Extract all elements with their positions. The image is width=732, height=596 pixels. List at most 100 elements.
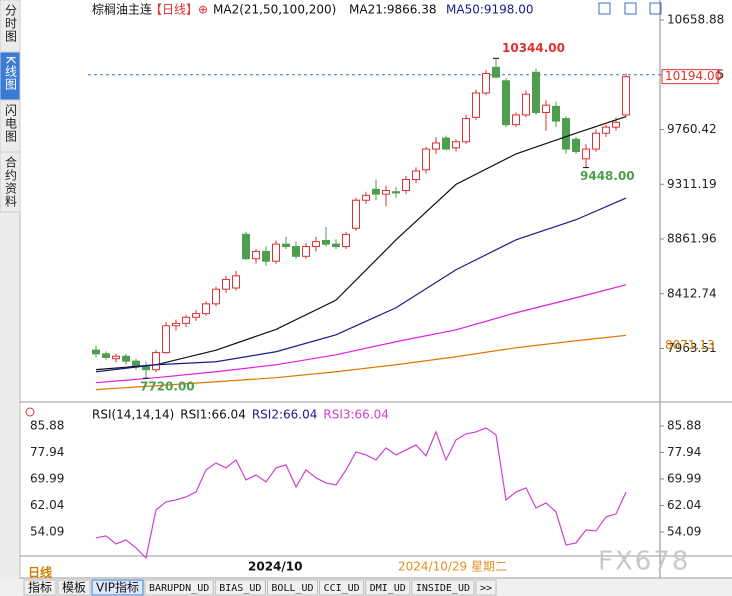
candle-body: [252, 250, 260, 260]
candle-body: [482, 72, 490, 94]
candle-body: [342, 233, 350, 248]
toolbar-tab-label: >>: [480, 583, 492, 594]
sidebar-tab-label: 合约资料: [4, 155, 18, 208]
candle-body: [312, 241, 320, 248]
candle-body: [612, 121, 620, 128]
candle-body: [382, 189, 390, 195]
candle-body: [622, 76, 630, 116]
sidebar-tab-label: K线图: [4, 56, 18, 91]
toolbar-tab-bg: [319, 579, 365, 596]
header-icon: ⊕: [198, 3, 208, 17]
ma-line: [95, 284, 627, 384]
candle-body: [452, 141, 460, 149]
last-price-box: [661, 69, 719, 85]
icon[interactable]: [649, 2, 662, 15]
rsi-header: RSI3:66.04: [323, 408, 389, 422]
candle-body: [232, 275, 240, 289]
y-tick-label: 69.99: [667, 471, 701, 485]
y-tick-label: 9311.19: [667, 177, 717, 191]
toolbar-tab-bg: [475, 579, 497, 596]
high-label: 10344.00: [502, 41, 565, 55]
rsi-header: RSI(14,14,14): [92, 408, 174, 422]
toolbar-tab-bg: [144, 579, 214, 596]
candle-body: [532, 71, 540, 113]
x-tick-label: 2024/10: [248, 560, 302, 574]
candle-body: [402, 179, 410, 191]
toolbar-tab[interactable]: INSIDE_UD: [411, 579, 475, 596]
toolbar-tab-bg: [23, 579, 57, 596]
candle-body: [462, 118, 470, 143]
icon[interactable]: [624, 2, 637, 15]
rsi-line: [95, 427, 627, 560]
header-ma21: MA21:9866.38: [349, 3, 437, 17]
candle-body: [242, 233, 250, 260]
period-label: 日线: [28, 565, 52, 580]
y-tick-label: 85.88: [667, 418, 701, 432]
rsi-icon[interactable]: [25, 407, 35, 417]
candle-body: [152, 352, 160, 371]
y-tick-label: 7963.51: [667, 341, 717, 355]
toolbar-tab[interactable]: BIAS_UD: [214, 579, 266, 596]
candle-body: [292, 246, 300, 257]
candle-body: [202, 303, 210, 315]
y-tick-label: 54.09: [667, 524, 701, 538]
sidebar-tab-label: 分时图: [4, 4, 18, 43]
candle-body: [372, 188, 380, 195]
low-label: 7720.00: [140, 380, 195, 394]
toolbar-tab-label: 模板: [62, 581, 86, 595]
y-tick-label-left: 69.99: [30, 471, 64, 485]
sidebar-tab[interactable]: [0, 151, 21, 213]
last-price-label: 10194.00: [665, 69, 722, 83]
header-period: 【日线】: [150, 3, 198, 17]
toolbar-tab[interactable]: >>: [475, 579, 497, 596]
toolbar-tab-bg: [57, 579, 91, 596]
toolbar-tab[interactable]: VIP指标: [91, 579, 144, 596]
candle-body: [472, 92, 480, 118]
toolbar-tab[interactable]: CCI_UD: [319, 579, 365, 596]
toolbar-tab[interactable]: 指标: [23, 579, 57, 596]
ma-line: [95, 197, 627, 373]
toolbar-tab-bg: [266, 579, 319, 596]
toolbar-tab[interactable]: BOLL_UD: [266, 579, 319, 596]
candle-body: [592, 132, 600, 150]
ma-line: [95, 334, 627, 391]
toolbar-tab[interactable]: BARUPDN_UD: [144, 579, 214, 596]
candle-body: [432, 142, 440, 150]
y-tick-label: 10658.88: [667, 13, 724, 27]
candle-body: [112, 355, 120, 360]
toolbar-tab-label: BOLL_UD: [271, 583, 313, 594]
candle-body: [122, 355, 130, 362]
rsi-header: RSI2:66.04: [252, 408, 318, 422]
candle-body: [272, 243, 280, 262]
header-indicator: MA2(21,50,100,200): [213, 3, 336, 17]
header-ma50: MA50:9198.00: [446, 3, 534, 17]
y-tick-label: 9760.42: [667, 122, 717, 136]
cursor-date: 2024/10/29 星期二: [398, 560, 507, 574]
y-tick-label-left: 85.88: [30, 418, 64, 432]
y-tick-label-left: 62.04: [30, 498, 64, 512]
candle-body: [182, 316, 190, 324]
y-tick-label-left: 54.09: [30, 524, 64, 538]
candle-body: [542, 104, 550, 113]
candle-body: [422, 148, 430, 171]
candle-body: [222, 278, 230, 290]
toolbar-tab-bg: [411, 579, 475, 596]
candle-body: [522, 93, 530, 116]
candle-body: [212, 288, 220, 305]
icon[interactable]: [598, 2, 611, 15]
toolbar-tab[interactable]: DMI_UD: [365, 579, 411, 596]
candle-body: [572, 138, 580, 152]
toolbar-tab-bg: [91, 579, 144, 596]
rsi-header: RSI1:66.04: [180, 408, 246, 422]
ma-line: [95, 116, 627, 371]
sidebar-tab-label: 闪电图: [4, 104, 18, 143]
y-tick-label: 77.94: [667, 445, 701, 459]
toolbar-tab[interactable]: 模板: [57, 579, 91, 596]
toolbar-tab-label: DMI_UD: [370, 583, 406, 594]
toolbar-tab-label: BARUPDN_UD: [149, 583, 209, 594]
window-icons: [598, 2, 662, 15]
candle-body: [602, 126, 610, 134]
candle-body: [132, 360, 140, 367]
candle-body: [552, 105, 560, 122]
